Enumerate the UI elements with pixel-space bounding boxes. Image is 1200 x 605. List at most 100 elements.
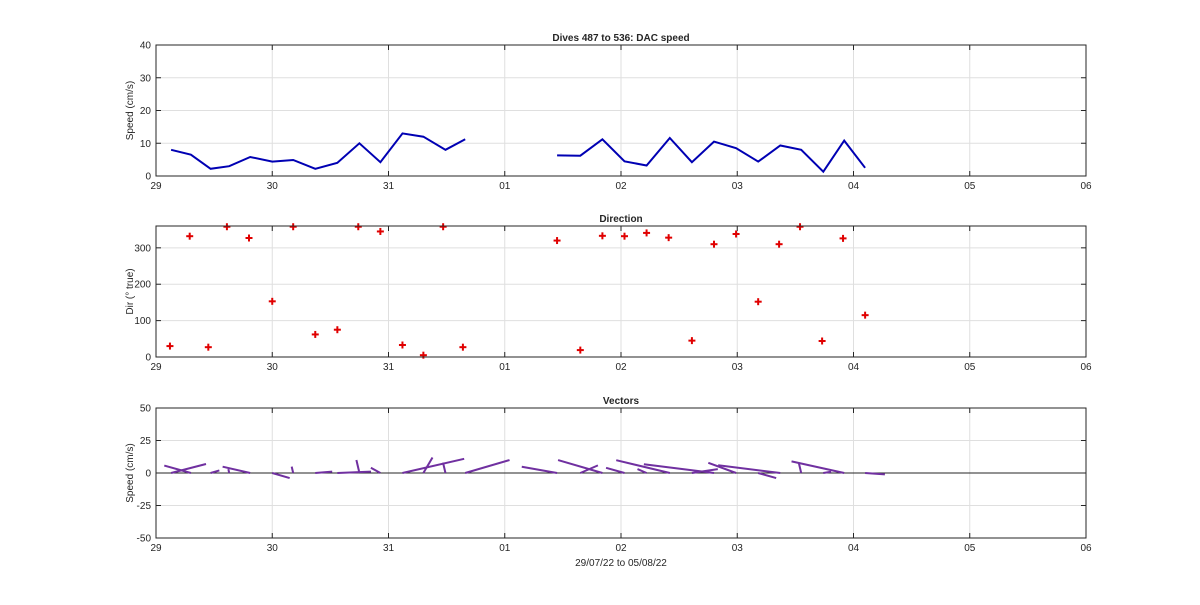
velocity-vector [791,460,845,474]
y-tick-label: 0 [145,353,151,364]
velocity-vector [521,465,558,474]
direction-marker [818,337,826,345]
x-tick-label: 31 [383,181,395,192]
x-tick-label: 06 [1080,181,1092,192]
y-tick-label: 25 [140,436,152,447]
velocity-vector [464,459,510,474]
direction-marker [439,223,447,231]
velocity-vector [637,468,647,474]
speed-line [170,132,466,170]
panel-title: Vectors [603,396,640,407]
figure-xlabel: 29/07/22 to 05/08/22 [575,558,667,569]
x-tick-label: 04 [848,181,860,192]
direction-marker [598,232,606,240]
x-tick-label: 06 [1080,362,1092,373]
velocity-vector [210,469,220,474]
x-tick-label: 29 [150,543,162,554]
direction-marker [354,223,362,231]
velocity-vector [615,459,671,474]
x-tick-label: 30 [267,181,279,192]
direction-marker [398,341,406,349]
direction-marker [796,223,804,231]
axes-box [155,225,1087,358]
x-tick-label: 30 [267,543,279,554]
direction-marker [754,298,762,306]
direction-marker [710,240,718,248]
speed-panel: 29 30 31 01 02 03 04 05 06 0 10 20 30 40 Dives 487 to … [125,33,1092,192]
x-tick-label: 03 [732,362,744,373]
velocity-vector [355,459,361,474]
x-tick-label: 01 [499,181,511,192]
panel-title: Dives 487 to 536: DAC speed [552,33,689,44]
x-tick-label: 01 [499,543,511,554]
direction-marker [861,311,869,319]
direction-marker [576,346,584,354]
y-tick-label: 50 [140,404,152,415]
speed-line [557,136,866,174]
x-tick-label: 04 [848,543,860,554]
y-tick-label: 10 [140,139,152,150]
velocity-vector [290,466,295,474]
y-tick-label: 200 [134,280,151,291]
direction-marker [268,297,276,305]
velocity-vector [422,456,434,474]
y-axis-label: Speed (cm/s) [125,443,136,502]
velocity-vector [707,461,737,474]
direction-marker [204,343,212,351]
direction-marker [223,223,231,231]
velocity-vector [797,462,803,474]
velocity-vector [337,470,372,474]
direction-marker [839,234,847,242]
x-tick-label: 02 [615,181,627,192]
velocity-vector [557,459,603,474]
x-tick-label: 31 [383,362,395,373]
direction-marker [665,234,673,242]
velocity-vector [643,463,715,474]
direction-marker [419,351,427,359]
velocity-vector [163,464,192,474]
direction-marker [376,227,384,235]
axes-box [155,44,1087,177]
x-tick-label: 05 [964,543,976,554]
x-tick-label: 29 [150,362,162,373]
direction-marker [643,229,651,237]
x-tick-label: 02 [615,543,627,554]
x-tick-label: 31 [383,543,395,554]
y-tick-label: 30 [140,73,152,84]
y-tick-label: 40 [140,41,152,52]
velocity-vector [757,472,777,480]
direction-marker [553,237,561,245]
vectors-panel: 29 30 31 01 02 03 04 05 06 -50 -25 0 25 50 Vectors Spee… [125,396,1092,554]
x-tick-label: 02 [615,362,627,373]
y-tick-label: 20 [140,106,152,117]
direction-marker [333,326,341,334]
velocity-vector [370,466,381,474]
direction-marker [311,330,319,338]
y-tick-label: -50 [137,534,152,545]
velocity-vector [402,457,465,474]
x-tick-label: 30 [267,362,279,373]
velocity-vector [718,464,781,474]
y-tick-label: 100 [134,316,151,327]
direction-marker [245,234,253,242]
velocity-vector [271,472,290,480]
y-tick-label: 0 [145,469,151,480]
x-tick-label: 29 [150,181,162,192]
x-tick-label: 03 [732,181,744,192]
velocity-vector [605,466,625,474]
velocity-vector [315,470,333,474]
velocity-vector [865,472,885,476]
panel-title: Direction [599,214,642,225]
direction-marker [775,240,783,248]
y-tick-label: -25 [137,501,152,512]
y-axis-label: Speed (cm/s) [125,81,136,140]
x-tick-label: 03 [732,543,744,554]
velocity-vector [823,470,832,474]
x-tick-label: 01 [499,362,511,373]
y-tick-label: 300 [134,243,151,254]
velocity-vector [227,468,231,474]
direction-panel: 29 30 31 01 02 03 04 05 06 0 100 200 300 Direction Dir… [125,214,1092,373]
direction-marker [289,223,297,231]
velocity-vector [442,462,447,474]
